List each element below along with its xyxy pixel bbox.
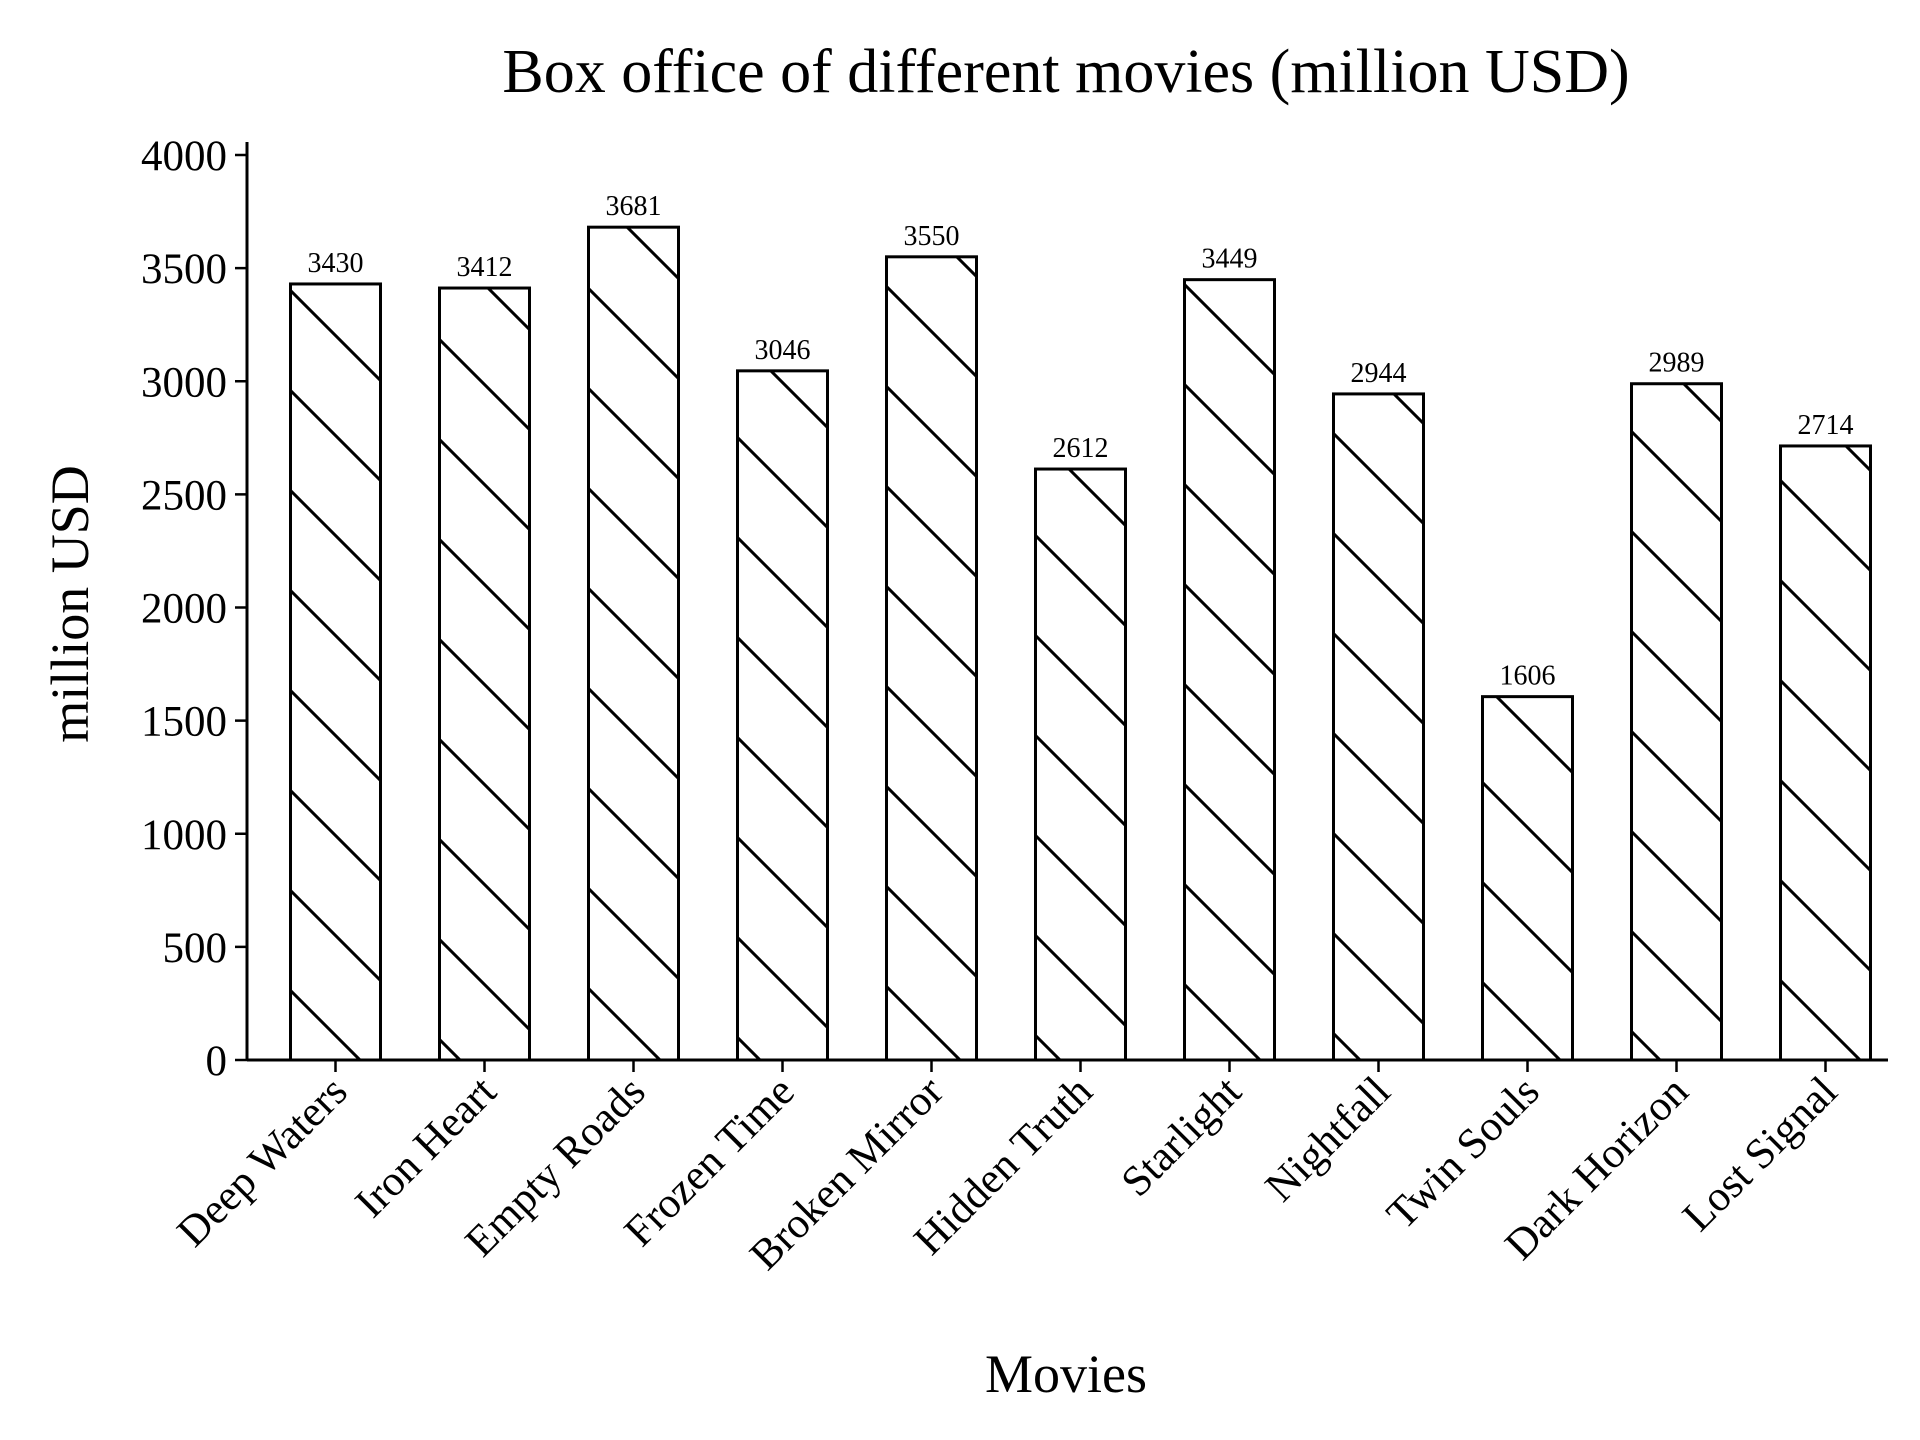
bar-9 (1481, 695, 1574, 1062)
bar-value-label: 2989 (1649, 348, 1705, 379)
bar-value-label: 2714 (1798, 410, 1854, 441)
bar-hatch (886, 256, 977, 1060)
y-tick-label: 0 (206, 1038, 228, 1085)
bar-value-label: 3550 (904, 221, 960, 252)
y-axis-label: million USD (40, 465, 100, 743)
bar-3 (587, 225, 680, 1062)
y-tick-label: 2000 (141, 586, 227, 633)
bar-10 (1630, 382, 1723, 1062)
bar-value-label: 3449 (1202, 244, 1258, 275)
y-tick-label: 3500 (141, 246, 227, 293)
bar-8 (1332, 392, 1425, 1062)
bar-hatch (439, 288, 530, 1060)
y-axis-ticks: 0 500 1000 1500 2000 2500 3000 3500 4000 (141, 133, 247, 1085)
x-tick-label: Starlight (1113, 1068, 1251, 1206)
bar-hatch (1780, 445, 1871, 1060)
bar-hatch (1035, 469, 1126, 1060)
bar-7 (1183, 278, 1276, 1062)
bar-1 (289, 282, 382, 1062)
y-tick-label: 2500 (141, 472, 227, 519)
y-tick-label: 1500 (141, 699, 227, 746)
chart-title: Box office of different movies (million … (502, 38, 1629, 106)
bar-value-label: 2944 (1351, 358, 1407, 389)
bar-6 (1034, 467, 1127, 1062)
bar-value-label: 3430 (308, 248, 364, 279)
value-labels-group: 3430 3412 3681 3046 3550 2612 3449 2944 1606 2989… (308, 191, 1854, 691)
bar-hatch (1184, 279, 1275, 1060)
x-tick-label: Nightfall (1257, 1068, 1400, 1211)
bar-11 (1779, 444, 1872, 1062)
x-axis-label: Movies (985, 1344, 1147, 1404)
bar-5 (885, 255, 978, 1062)
y-tick-label: 4000 (141, 133, 227, 180)
bar-hatch (1333, 393, 1424, 1060)
bar-hatch (1482, 696, 1573, 1060)
bar-value-label: 1606 (1500, 661, 1556, 692)
y-tick-label: 3000 (141, 359, 227, 406)
bar-hatch (737, 370, 828, 1060)
x-tick-label: Iron Heart (347, 1068, 506, 1227)
y-tick-label: 500 (163, 925, 228, 972)
x-tick-label: Deep Waters (168, 1068, 356, 1256)
bar-value-label: 2612 (1053, 433, 1109, 464)
bar-hatch (588, 227, 679, 1060)
bar-2 (438, 286, 531, 1062)
y-tick-label: 1000 (141, 812, 227, 859)
bar-hatch (1631, 383, 1722, 1060)
bar-hatch (290, 283, 381, 1060)
x-tick-label: Lost Signal (1674, 1068, 1847, 1241)
bar-4 (736, 369, 829, 1062)
bar-value-label: 3681 (606, 191, 662, 222)
bar-value-label: 3412 (457, 252, 513, 283)
bars-group (289, 225, 1872, 1062)
bar-value-label: 3046 (755, 335, 811, 366)
